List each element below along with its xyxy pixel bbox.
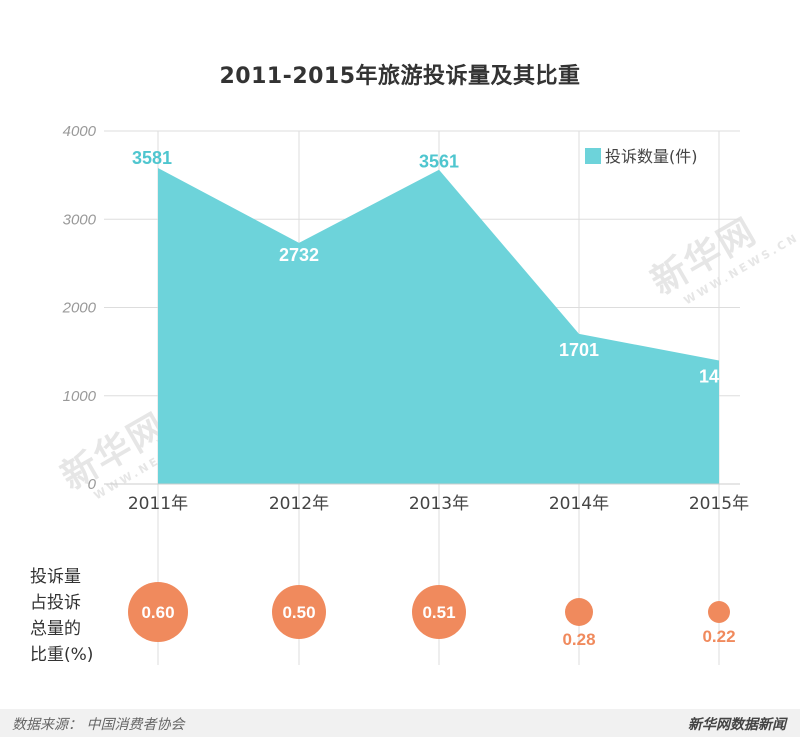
data-label: 1400 — [699, 366, 739, 386]
legend-swatch — [585, 148, 601, 164]
chart-canvas: 0 1000 2000 3000 4000 3581 2732 3561 1701 1400 201… — [62, 123, 749, 665]
ratio-bubble — [272, 585, 326, 639]
ratio-value: 0.50 — [282, 603, 315, 622]
legend-label: 投诉数量(件) — [605, 147, 698, 166]
area-series-complaints — [158, 167, 719, 484]
ratio-bubble — [412, 585, 466, 639]
chart-title: 2011-2015年旅游投诉量及其比重 — [219, 64, 581, 89]
data-source: 数据来源： 中国消费者协会 — [12, 717, 185, 733]
data-label: 2732 — [279, 245, 319, 265]
footer-brand: 新华网数据新闻 — [688, 717, 786, 733]
x-tick-label: 2013年 — [409, 494, 469, 514]
x-tick-label: 2011年 — [128, 494, 188, 514]
y-tick-label: 2000 — [62, 300, 97, 317]
y-tick-label: 0 — [88, 476, 97, 493]
ratio-value: 0.28 — [562, 630, 595, 649]
ratio-value: 0.60 — [141, 603, 174, 622]
data-label: 3581 — [132, 148, 172, 168]
footer-bar: 数据来源： 中国消费者协会 新华网数据新闻 — [0, 709, 800, 737]
ratio-row-label: 投诉量 占投诉 总量的 比重(%) — [30, 567, 94, 665]
y-tick-label: 3000 — [63, 211, 97, 228]
data-label: 3561 — [419, 152, 459, 172]
data-label: 1701 — [559, 340, 599, 360]
ratio-bubble — [708, 601, 730, 623]
y-tick-label: 1000 — [63, 388, 97, 405]
ratio-bubble — [565, 598, 593, 626]
x-tick-label: 2015年 — [689, 494, 749, 514]
ratio-value: 0.22 — [702, 627, 735, 646]
x-tick-label: 2012年 — [269, 494, 329, 514]
x-tick-label: 2014年 — [549, 494, 609, 514]
ratio-value: 0.51 — [422, 603, 455, 622]
y-tick-label: 4000 — [63, 123, 97, 140]
ratio-bubble — [128, 582, 188, 642]
